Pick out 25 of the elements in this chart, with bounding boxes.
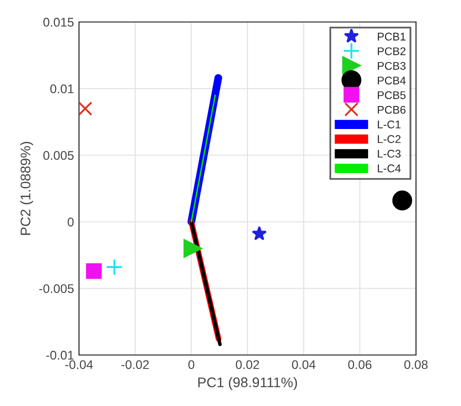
y-tick-label: -0.01	[46, 350, 74, 360]
y-tick-label: -0.005	[39, 284, 74, 294]
legend-label: L-C1	[378, 120, 401, 128]
legend-label: L-C3	[378, 150, 401, 158]
y-tick-label: 0.01	[50, 84, 74, 94]
legend-label: L-C2	[378, 135, 400, 144]
y-tick-label: 0	[68, 218, 74, 226]
x-tick-label: -0.04	[65, 360, 93, 370]
x-tick-label: 0.04	[292, 360, 316, 370]
legend-label: PCB2	[378, 47, 406, 56]
y-tick-label: 0.015	[43, 18, 74, 27]
x-tick-label: 0.06	[348, 360, 372, 370]
x-tick-label: -0.02	[121, 360, 149, 370]
y-tick-label: 0.005	[43, 151, 74, 160]
legend-label: PCB1	[378, 32, 406, 41]
x-tick-label: 0.02	[236, 360, 260, 370]
legend-label: PCB4	[378, 76, 406, 84]
x-tick-label: 0.08	[404, 360, 428, 370]
legend-label: L-C4	[378, 164, 401, 172]
x-tick-label: 0	[188, 360, 194, 370]
legend-label: PCB6	[378, 106, 406, 114]
y-axis-title: PC2 (1.0889%)	[20, 142, 34, 235]
legend-label: PCB3	[378, 62, 406, 70]
legend-label: PCB5	[378, 91, 406, 100]
x-axis-title: PC1 (98.9111%)	[198, 377, 297, 390]
